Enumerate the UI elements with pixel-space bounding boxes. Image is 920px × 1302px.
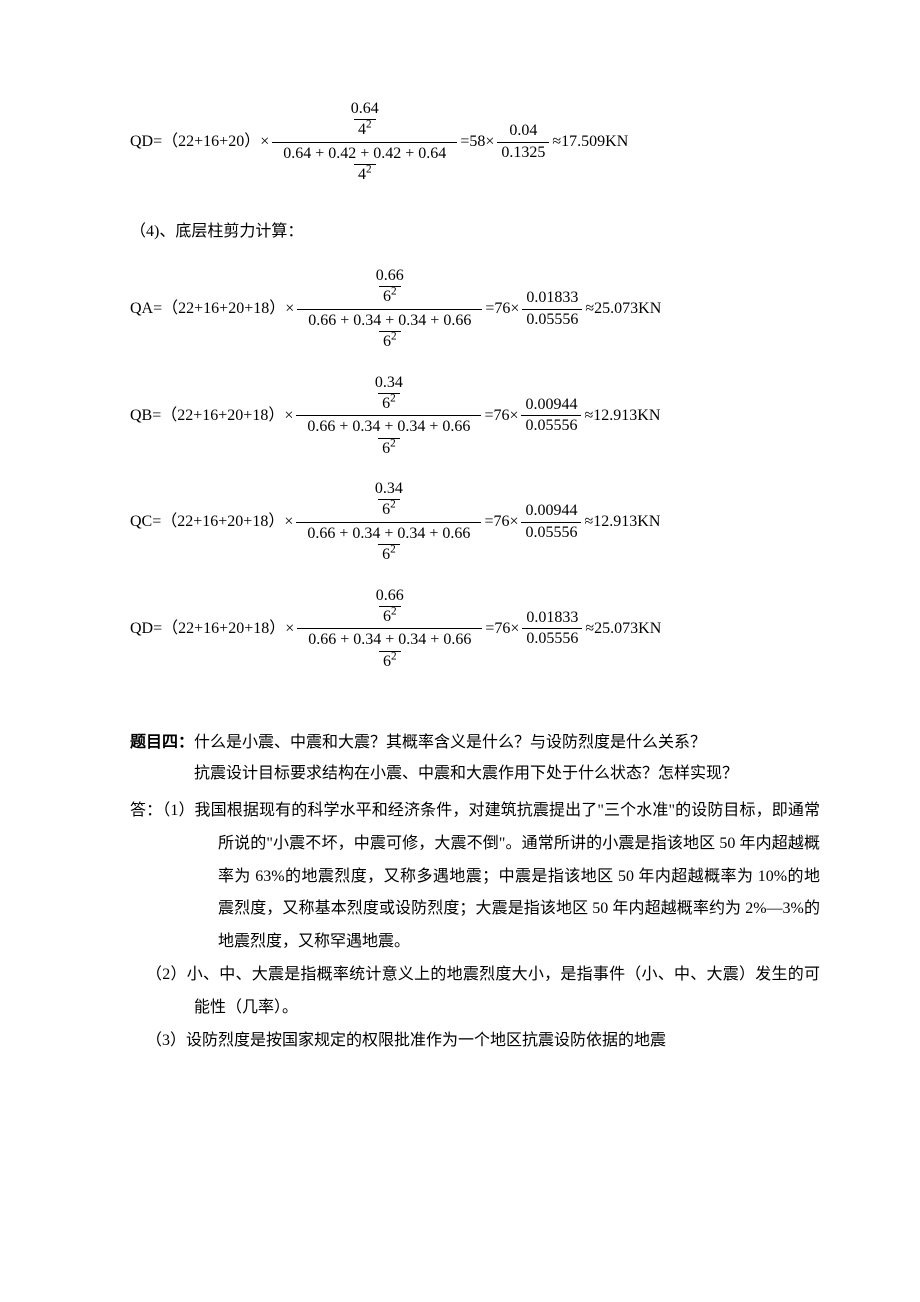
equation-row: QB=（22+16+20+18）×0.34620.66 + 0.34 + 0.3… bbox=[130, 372, 820, 461]
eq-label: QB= bbox=[130, 401, 161, 431]
eq-sum: （22+16+20+18） bbox=[161, 507, 284, 537]
eq-inner-frac: 0.64 42 bbox=[347, 99, 383, 141]
eq-sum: （22+16+20+18） bbox=[162, 614, 285, 644]
equation-row: QA=（22+16+20+18）×0.66620.66 + 0.34 + 0.3… bbox=[130, 265, 820, 354]
eq-times: × bbox=[260, 127, 269, 157]
answer-2: （2）小、中、大震是指概率统计意义上的地震烈度大小，是指事件（小、中、大震）发生… bbox=[130, 959, 820, 1025]
eq-times: × bbox=[285, 614, 294, 644]
answer-1: 答：（1）我国根据现有的科学水平和经济条件，对建筑抗震提出了"三个水准"的设防目… bbox=[130, 795, 820, 959]
eq-mid-frac: 0.018330.05556 bbox=[522, 288, 582, 330]
eq-main-frac: 0.66620.66 + 0.34 + 0.34 + 0.6662 bbox=[297, 265, 482, 354]
eq-sum: （22+16+20+18） bbox=[162, 294, 285, 324]
question-label: 题目四： bbox=[130, 728, 194, 789]
eq-mid: =76× bbox=[485, 614, 519, 644]
eq-mid: =76× bbox=[484, 401, 518, 431]
eq-main-frac: 0.66620.66 + 0.34 + 0.34 + 0.6662 bbox=[297, 585, 482, 674]
eq-inner-frac: 0.3462 bbox=[371, 373, 407, 415]
section-label: （4)、底层柱剪力计算： bbox=[130, 217, 820, 247]
question-4: 题目四： 什么是小震、中震和大震？其概率含义是什么？与设防烈度是什么关系？ 抗震… bbox=[130, 728, 820, 789]
eq-mid-frac: 0.04 0.1325 bbox=[497, 121, 549, 163]
eq-times: × bbox=[284, 507, 293, 537]
eq-mid-frac: 0.009440.05556 bbox=[521, 395, 581, 437]
bottom-equations: QA=（22+16+20+18）×0.66620.66 + 0.34 + 0.3… bbox=[130, 265, 820, 673]
eq-mid-frac: 0.018330.05556 bbox=[522, 608, 582, 650]
eq-times: × bbox=[285, 294, 294, 324]
eq-label: QD= bbox=[130, 614, 162, 644]
eq-mid: =58× bbox=[460, 127, 494, 157]
eq-mid: =76× bbox=[485, 294, 519, 324]
eq-sum: （22+16+20+18） bbox=[161, 401, 284, 431]
eq-main-frac: 0.34620.66 + 0.34 + 0.34 + 0.6662 bbox=[296, 372, 481, 461]
eq-approx: ≈25.073KN bbox=[585, 614, 661, 644]
eq-inner-frac: 0.3462 bbox=[371, 479, 407, 521]
eq-approx: ≈17.509KN bbox=[552, 127, 628, 157]
eq-outer-den-frac: 0.66 + 0.34 + 0.34 + 0.6662 bbox=[304, 311, 475, 353]
eq-inner-frac: 0.6662 bbox=[372, 586, 408, 628]
answer-3: （3）设防烈度是按国家规定的权限批准作为一个地区抗震设防依据的地震 bbox=[130, 1025, 820, 1058]
equation-row: QC=（22+16+20+18）×0.34620.66 + 0.34 + 0.3… bbox=[130, 478, 820, 567]
eq-outer-den-frac: 0.66 + 0.34 + 0.34 + 0.6662 bbox=[303, 524, 474, 566]
eq-approx: ≈12.913KN bbox=[584, 507, 660, 537]
page: QD= （22+16+20） × 0.64 42 0.64 + 0.42 + 0… bbox=[0, 0, 920, 1302]
question-body: 什么是小震、中震和大震？其概率含义是什么？与设防烈度是什么关系？ 抗震设计目标要… bbox=[194, 728, 820, 789]
eq-sum: （22+16+20） bbox=[162, 127, 260, 157]
eq-label: QC= bbox=[130, 507, 161, 537]
equation-qd-top: QD= （22+16+20） × 0.64 42 0.64 + 0.42 + 0… bbox=[130, 98, 820, 187]
equation-row: QD=（22+16+20+18）×0.66620.66 + 0.34 + 0.3… bbox=[130, 585, 820, 674]
eq-label: QA= bbox=[130, 294, 162, 324]
eq-main-frac: 0.64 42 0.64 + 0.42 + 0.42 + 0.64 42 bbox=[272, 98, 457, 187]
eq-outer-den-frac: 0.66 + 0.34 + 0.34 + 0.6662 bbox=[303, 417, 474, 459]
eq-approx: ≈12.913KN bbox=[584, 401, 660, 431]
eq-main-frac: 0.34620.66 + 0.34 + 0.34 + 0.6662 bbox=[296, 478, 481, 567]
eq-outer-den-frac: 0.66 + 0.34 + 0.34 + 0.6662 bbox=[304, 630, 475, 672]
eq-approx: ≈25.073KN bbox=[585, 294, 661, 324]
eq-outer-den-frac: 0.64 + 0.42 + 0.42 + 0.64 42 bbox=[279, 144, 450, 186]
eq-times: × bbox=[284, 401, 293, 431]
eq-mid: =76× bbox=[484, 507, 518, 537]
eq-label: QD= bbox=[130, 127, 162, 157]
eq-inner-frac: 0.6662 bbox=[372, 266, 408, 308]
eq-mid-frac: 0.009440.05556 bbox=[521, 501, 581, 543]
